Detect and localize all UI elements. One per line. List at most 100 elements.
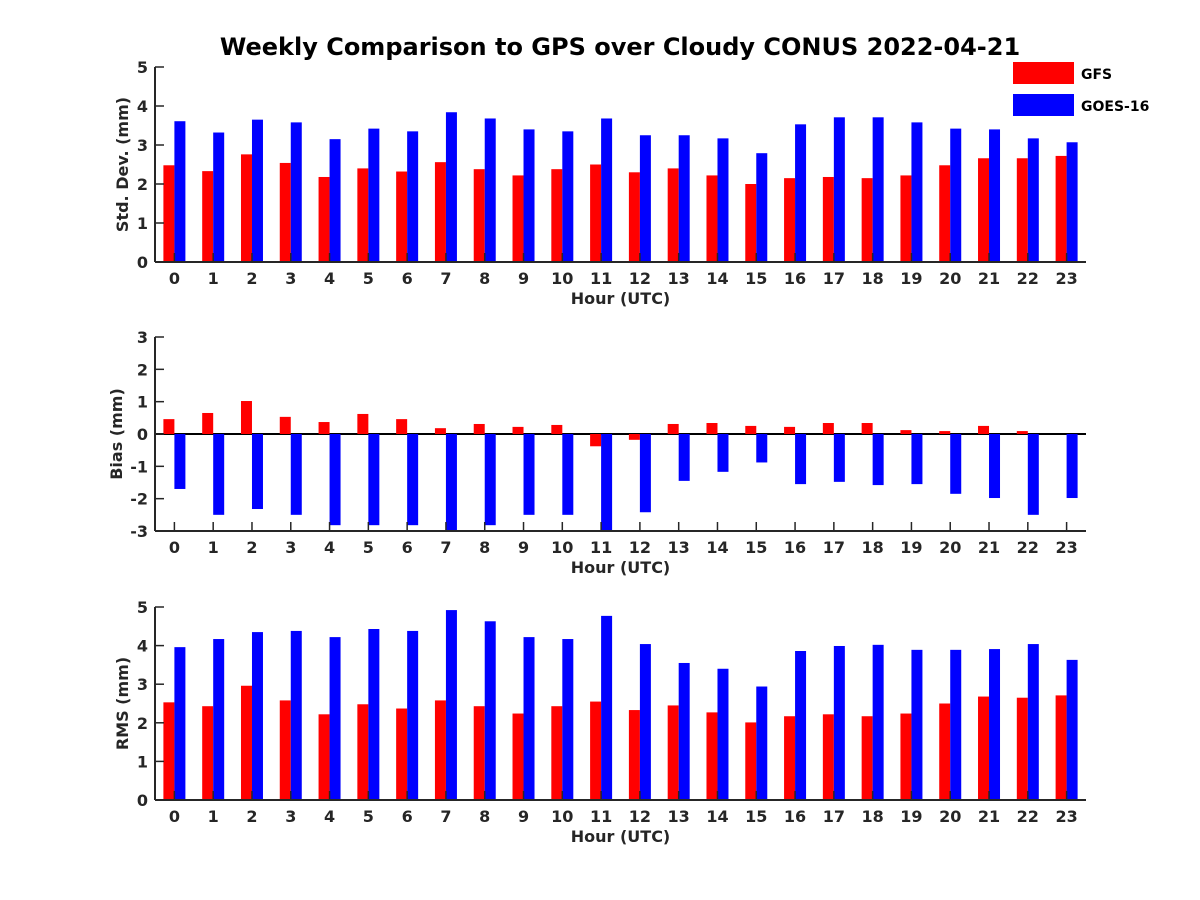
x-tick-label: 2 [246, 538, 257, 557]
x-tick-label: 23 [1055, 538, 1077, 557]
y-axis-label: RMS (mm) [113, 657, 132, 750]
bar-goes16-hour-23 [1066, 434, 1078, 499]
bar-gfs-hour-10 [551, 169, 563, 262]
x-tick-label: 10 [551, 269, 573, 288]
bar-goes16-hour-16 [795, 434, 807, 485]
x-tick-label: 1 [208, 538, 219, 557]
y-tick-label: 0 [137, 791, 148, 810]
x-tick-label: 15 [745, 807, 767, 826]
x-tick-label: 19 [900, 807, 922, 826]
bar-gfs-hour-10 [551, 706, 563, 800]
bar-goes16-hour-17 [833, 434, 845, 482]
y-axis-label: Std. Dev. (mm) [113, 97, 132, 232]
x-tick-label: 19 [900, 538, 922, 557]
x-tick-label: 21 [978, 807, 1000, 826]
bar-gfs-hour-14 [706, 423, 718, 434]
bar-goes16-hour-17 [833, 117, 845, 262]
bar-gfs-hour-5 [357, 168, 369, 262]
x-tick-label: 12 [629, 538, 651, 557]
bar-goes16-hour-20 [950, 434, 962, 494]
x-tick-label: 0 [169, 807, 180, 826]
bar-gfs-hour-0 [163, 419, 175, 434]
y-tick-label: 5 [137, 58, 148, 77]
x-tick-label: 6 [402, 538, 413, 557]
bar-goes16-hour-10 [562, 639, 574, 800]
x-tick-label: 8 [479, 807, 490, 826]
x-tick-label: 1 [208, 269, 219, 288]
bar-goes16-hour-7 [445, 112, 457, 263]
chart-title: Weekly Comparison to GPS over Cloudy CON… [220, 33, 1020, 61]
bar-gfs-hour-13 [667, 168, 679, 262]
x-tick-label: 7 [440, 807, 451, 826]
bar-goes16-hour-21 [989, 434, 1001, 499]
bar-gfs-hour-4 [318, 176, 330, 262]
y-tick-label: -3 [130, 522, 148, 541]
x-tick-label: 8 [479, 269, 490, 288]
x-tick-label: 10 [551, 807, 573, 826]
bar-goes16-hour-15 [756, 434, 768, 463]
bar-goes16-hour-3 [290, 434, 302, 515]
bar-goes16-hour-12 [639, 434, 651, 513]
bar-goes16-hour-10 [562, 131, 574, 262]
x-tick-label: 13 [668, 269, 690, 288]
y-tick-label: 2 [137, 714, 148, 733]
bar-gfs-hour-7 [434, 428, 446, 434]
y-tick-label: 3 [137, 675, 148, 694]
x-tick-label: 14 [706, 807, 728, 826]
x-tick-label: 20 [939, 269, 961, 288]
bar-goes16-hour-11 [601, 615, 613, 800]
x-tick-label: 9 [518, 538, 529, 557]
y-tick-label: -1 [130, 457, 148, 476]
bar-goes16-hour-12 [639, 644, 651, 800]
x-tick-label: 21 [978, 538, 1000, 557]
y-tick-label: 4 [137, 637, 148, 656]
x-tick-label: 14 [706, 269, 728, 288]
legend-swatch-0 [1013, 62, 1074, 84]
bar-goes16-hour-13 [678, 434, 690, 481]
bar-goes16-hour-7 [445, 434, 457, 531]
bar-gfs-hour-6 [396, 171, 408, 262]
bar-gfs-hour-18 [861, 423, 873, 434]
x-tick-label: 3 [285, 269, 296, 288]
x-tick-label: 16 [784, 269, 806, 288]
x-tick-label: 0 [169, 538, 180, 557]
bar-gfs-hour-13 [667, 423, 679, 434]
x-tick-label: 19 [900, 269, 922, 288]
x-tick-label: 9 [518, 269, 529, 288]
bar-goes16-hour-9 [523, 434, 535, 515]
y-tick-label: 0 [137, 253, 148, 272]
bar-gfs-hour-0 [163, 165, 175, 262]
bar-gfs-hour-16 [784, 426, 796, 434]
bar-gfs-hour-9 [512, 713, 524, 800]
bar-goes16-hour-18 [872, 644, 884, 800]
x-tick-label: 17 [823, 807, 845, 826]
bar-gfs-hour-2 [240, 154, 252, 262]
bar-gfs-hour-2 [240, 685, 252, 800]
bar-gfs-hour-18 [861, 178, 873, 262]
bar-goes16-hour-13 [678, 662, 690, 800]
legend-label-0: GFS [1081, 67, 1112, 83]
bar-goes16-hour-2 [251, 119, 263, 263]
bar-goes16-hour-8 [484, 118, 496, 262]
bar-goes16-hour-22 [1027, 434, 1039, 515]
bar-gfs-hour-1 [202, 706, 214, 800]
bar-goes16-hour-1 [213, 639, 225, 800]
bar-gfs-hour-17 [822, 176, 834, 262]
y-tick-label: -2 [130, 490, 148, 509]
x-tick-label: 18 [862, 807, 884, 826]
y-tick-label: 2 [137, 360, 148, 379]
bar-gfs-hour-21 [978, 696, 990, 800]
x-tick-label: 11 [590, 538, 612, 557]
y-tick-label: 3 [137, 136, 148, 155]
bar-gfs-hour-22 [1016, 697, 1028, 800]
legend: GFS GOES-16 [1013, 62, 1149, 116]
x-tick-label: 12 [629, 269, 651, 288]
bar-gfs-hour-10 [551, 424, 563, 434]
bar-goes16-hour-23 [1066, 659, 1078, 800]
x-tick-label: 12 [629, 807, 651, 826]
bar-gfs-hour-1 [202, 171, 214, 262]
